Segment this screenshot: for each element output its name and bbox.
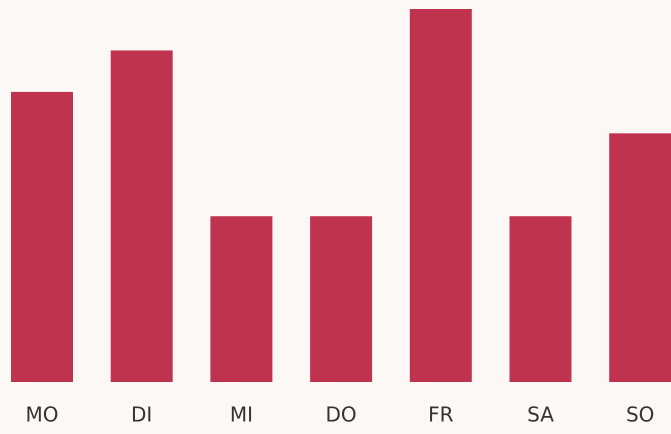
x-tick-label: DI bbox=[131, 403, 152, 427]
bar bbox=[110, 50, 173, 382]
x-tick-label: DO bbox=[326, 403, 357, 427]
x-tick-label: MI bbox=[230, 403, 253, 427]
bar bbox=[210, 216, 273, 382]
x-tick-label: MO bbox=[26, 403, 59, 427]
x-tick-label: SO bbox=[626, 403, 654, 427]
bar bbox=[509, 216, 572, 382]
x-tick-label: SA bbox=[527, 403, 554, 427]
bar bbox=[11, 91, 73, 382]
x-tick-label: FR bbox=[428, 403, 454, 427]
bar bbox=[409, 9, 472, 382]
bar bbox=[310, 216, 373, 382]
bar bbox=[609, 133, 671, 382]
